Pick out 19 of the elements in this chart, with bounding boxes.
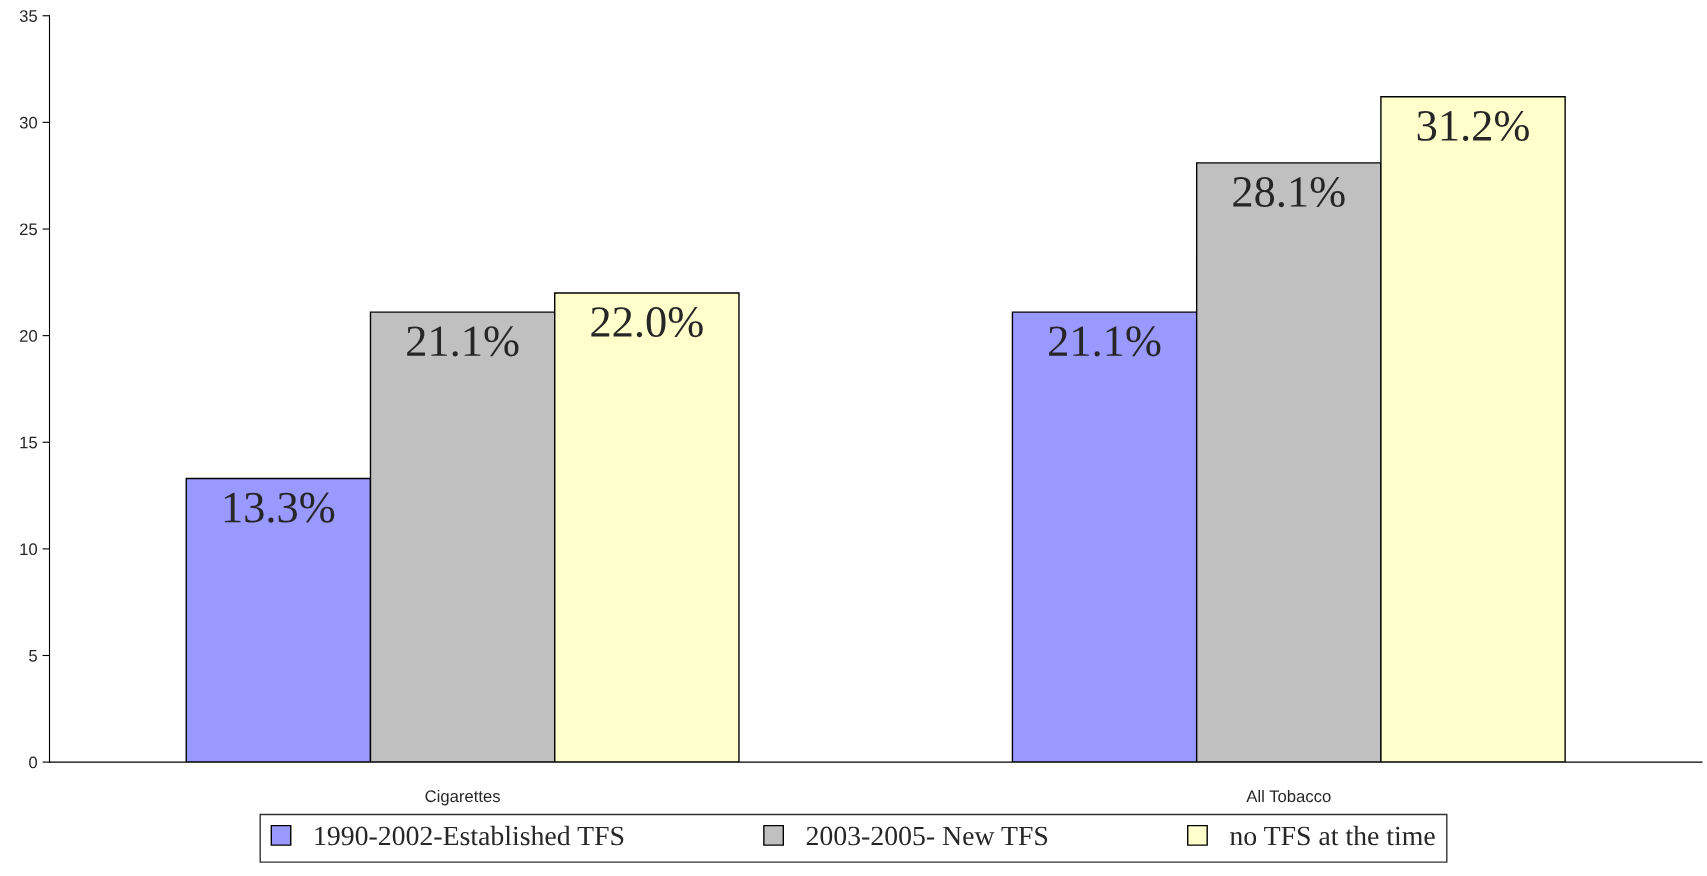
legend-label: 1990-2002-Established TFS: [315, 825, 624, 846]
data-label: 22.0%: [591, 307, 703, 338]
x-tick-label: Cigarettes: [425, 789, 500, 806]
y-tick-label: 0: [29, 756, 38, 769]
data-label: 28.1%: [1233, 176, 1345, 208]
data-label: 21.1%: [407, 326, 519, 357]
y-tick-label: 25: [20, 223, 37, 236]
y-tick-label: 35: [19, 10, 37, 22]
y-tick-label: 20: [20, 330, 38, 342]
data-label: 21.1%: [1049, 326, 1161, 357]
legend-label: 2003-2005- New TFS: [806, 826, 1048, 846]
legend-label: no TFS at the time: [1230, 825, 1435, 846]
y-tick-label: 5: [29, 650, 37, 662]
y-tick-label: 15: [20, 436, 37, 449]
y-tick-label: 30: [19, 116, 38, 129]
data-label: 13.3%: [224, 492, 335, 523]
y-tick-label: 10: [20, 543, 38, 556]
data-label: 31.2%: [1417, 110, 1529, 142]
x-tick-label: All Tobacco: [1246, 789, 1331, 803]
